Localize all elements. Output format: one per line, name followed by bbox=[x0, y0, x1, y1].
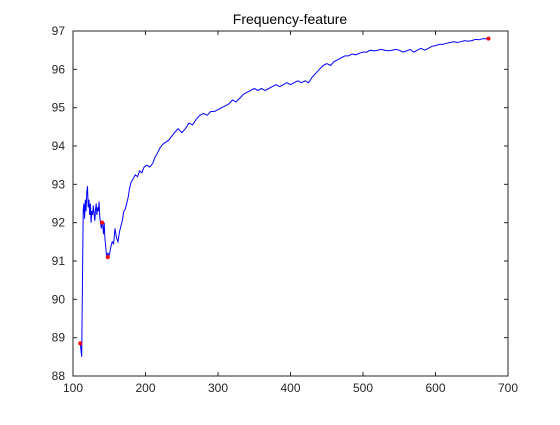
plot-frame bbox=[72, 30, 509, 377]
x-tick-label: 100 bbox=[63, 381, 83, 395]
y-tick-label: 90 bbox=[52, 292, 66, 306]
x-tick-label: 200 bbox=[135, 381, 155, 395]
data-point-marker bbox=[100, 220, 104, 225]
y-tick-label: 91 bbox=[52, 254, 66, 268]
data-point-marker bbox=[78, 341, 83, 346]
y-tick-label: 88 bbox=[52, 369, 66, 383]
y-tick-label: 93 bbox=[52, 177, 66, 191]
plot-area: 100 200 300 400 500 600 700 88 89 90 91 92 93 94 95 96 9… bbox=[52, 24, 519, 395]
x-tick-label: 300 bbox=[208, 381, 228, 395]
y-tick-label: 97 bbox=[52, 24, 66, 38]
series-line bbox=[79, 38, 489, 357]
data-point-marker bbox=[486, 36, 491, 41]
y-tick-label: 92 bbox=[52, 216, 66, 230]
y-tick-label: 89 bbox=[52, 331, 66, 345]
x-tick-label: 600 bbox=[425, 381, 445, 395]
y-tick-label: 96 bbox=[52, 62, 66, 76]
data-point-marker bbox=[105, 255, 110, 260]
x-tick-label: 500 bbox=[353, 381, 373, 395]
y-tick-label: 94 bbox=[52, 139, 66, 153]
y-tick-label: 95 bbox=[52, 101, 66, 115]
x-tick-label: 400 bbox=[280, 381, 300, 395]
x-tick-label: 700 bbox=[498, 381, 518, 395]
chart-title: Frequency-feature bbox=[233, 11, 348, 27]
